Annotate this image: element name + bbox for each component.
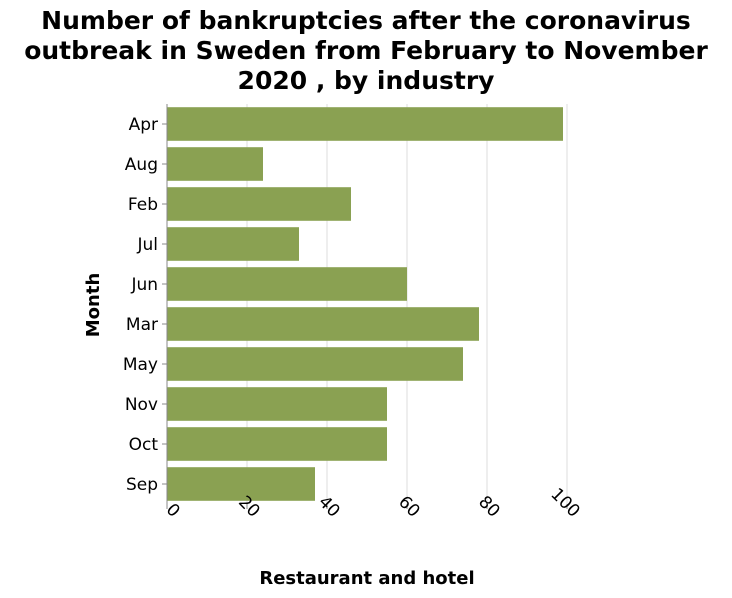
x-tick-label: 80 xyxy=(474,492,503,521)
y-tick-label: Apr xyxy=(129,115,158,135)
x-tick-label: 40 xyxy=(314,492,343,521)
chart-title-line-1: Number of bankruptcies after the coronav… xyxy=(41,6,691,35)
y-tick-label: Sep xyxy=(126,475,158,495)
y-tick-label: Jul xyxy=(136,235,158,255)
bar-jul xyxy=(167,227,299,261)
bar-feb xyxy=(167,187,351,221)
bar-apr xyxy=(167,107,563,141)
y-tick-label: Aug xyxy=(125,155,158,175)
y-tick-label: Feb xyxy=(128,195,158,215)
x-tick-label: 0 xyxy=(162,500,184,522)
bar-oct xyxy=(167,427,387,461)
x-tick-label: 100 xyxy=(547,484,584,521)
y-tick-label: Nov xyxy=(125,395,158,415)
y-tick-labels: Apr Aug Feb Jul Jun Mar May Nov Oct Sep xyxy=(123,115,167,495)
bar-may xyxy=(167,347,463,381)
y-tick-label: Oct xyxy=(129,435,159,455)
chart-title-line-3: 2020 , by industry xyxy=(237,66,495,95)
bar-jun xyxy=(167,267,407,301)
bar-mar xyxy=(167,307,479,341)
chart-title-line-2: outbreak in Sweden from February to Nove… xyxy=(24,36,708,65)
y-tick-label: Jun xyxy=(130,275,158,295)
y-axis-title: Month xyxy=(83,273,104,338)
y-tick-label: Mar xyxy=(126,315,158,335)
bar-aug xyxy=(167,147,263,181)
y-tick-label: May xyxy=(123,355,158,375)
bars xyxy=(167,107,563,501)
bar-sep xyxy=(167,467,315,501)
x-axis-title: Restaurant and hotel xyxy=(259,568,474,589)
x-tick-label: 60 xyxy=(394,492,423,521)
bar-nov xyxy=(167,387,387,421)
